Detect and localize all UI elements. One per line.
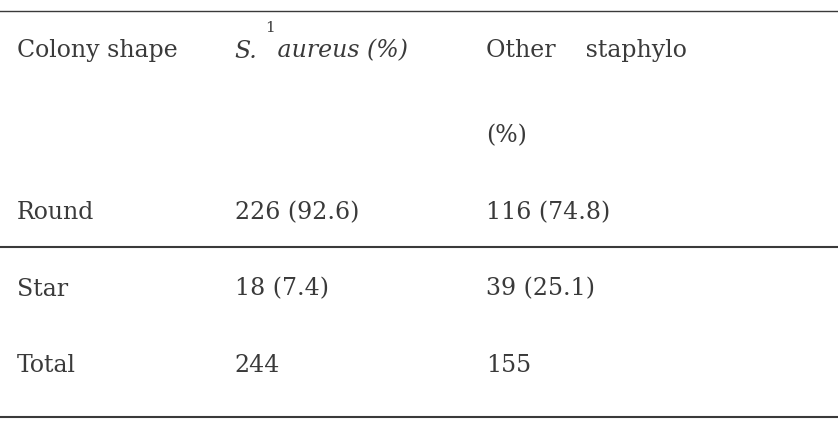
- Text: Total: Total: [17, 354, 75, 377]
- Text: 155: 155: [486, 354, 531, 377]
- Text: S.: S.: [235, 40, 257, 62]
- Text: aureus (%): aureus (%): [270, 40, 408, 62]
- Text: Star: Star: [17, 278, 68, 300]
- Text: 116 (74.8): 116 (74.8): [486, 201, 610, 224]
- Text: (%): (%): [486, 125, 527, 147]
- Text: Colony shape: Colony shape: [17, 40, 178, 62]
- Text: 226 (92.6): 226 (92.6): [235, 201, 359, 224]
- Text: 1: 1: [265, 21, 275, 34]
- Text: 244: 244: [235, 354, 280, 377]
- Text: 18 (7.4): 18 (7.4): [235, 278, 328, 300]
- Text: 39 (25.1): 39 (25.1): [486, 278, 595, 300]
- Text: Other    staphylo: Other staphylo: [486, 40, 687, 62]
- Text: Round: Round: [17, 201, 94, 224]
